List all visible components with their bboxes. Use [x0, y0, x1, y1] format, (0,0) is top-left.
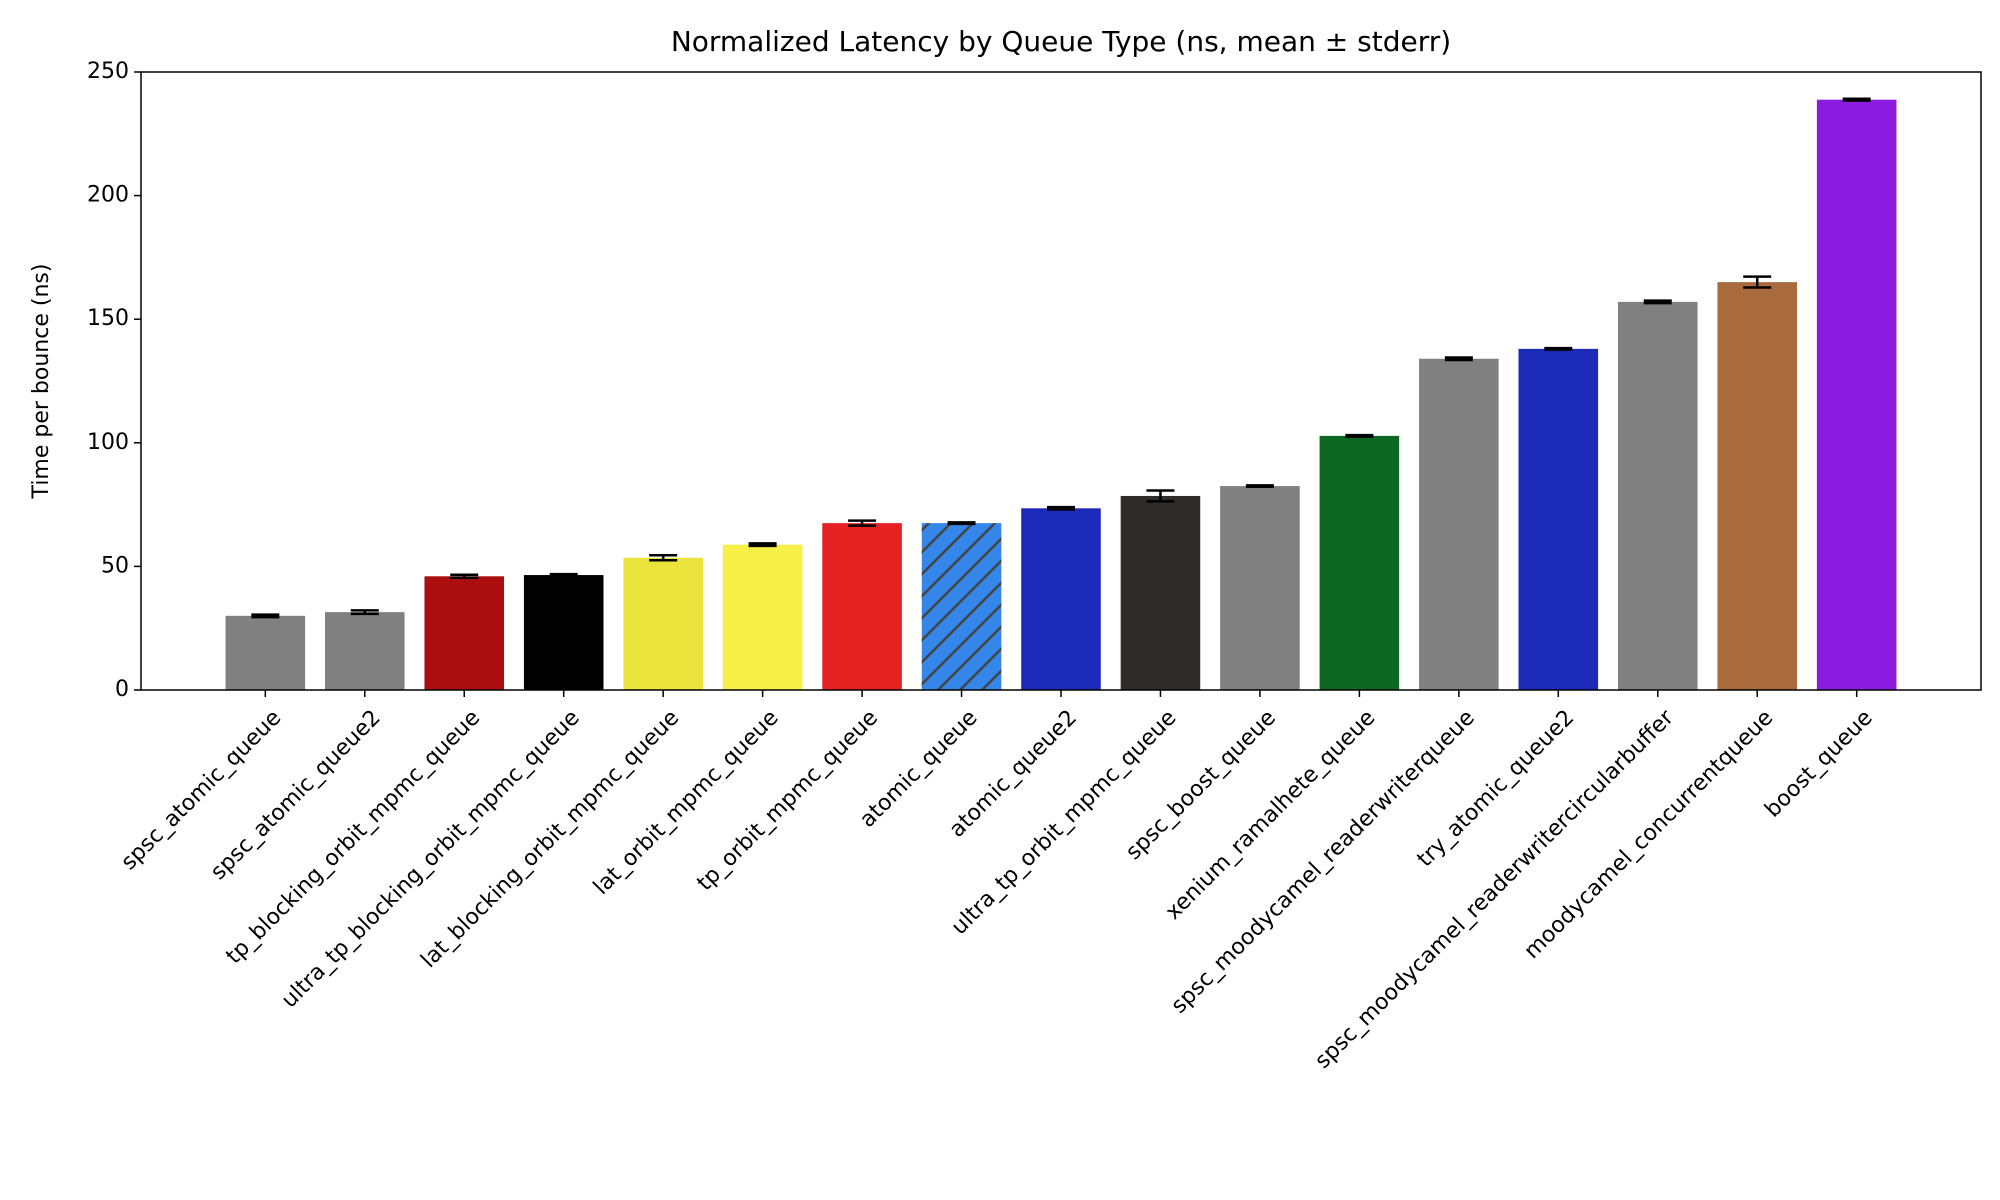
error-bar	[1842, 97, 1871, 102]
bar	[1816, 99, 1897, 690]
bar	[623, 557, 703, 690]
bar	[225, 615, 306, 690]
bar	[1717, 282, 1797, 690]
error-bar	[947, 521, 976, 526]
bar	[424, 576, 505, 690]
bar	[1220, 486, 1300, 690]
bar-hatch	[921, 523, 1002, 690]
plot-frame	[140, 71, 1982, 691]
bar	[1021, 508, 1101, 690]
y-tick-label: 200	[87, 183, 129, 208]
error-bar	[848, 519, 877, 527]
y-tick-label: 50	[101, 553, 129, 578]
y-axis-label: Time per bounce (ns)	[29, 264, 54, 500]
chart-title: Normalized Latency by Queue Type (ns, me…	[671, 25, 1451, 58]
error-bar	[1345, 433, 1374, 438]
error-bar	[1643, 299, 1672, 305]
error-bar	[1245, 484, 1274, 489]
error-bar	[1047, 505, 1075, 511]
error-bar	[1743, 275, 1772, 289]
error-bar	[748, 542, 777, 548]
error-bar	[350, 609, 379, 616]
error-bar	[251, 613, 280, 619]
bar	[1419, 358, 1499, 690]
y-tick-label: 100	[87, 430, 129, 455]
error-bar	[1146, 489, 1175, 503]
bar	[325, 612, 405, 690]
bar	[1319, 435, 1400, 690]
bar	[1617, 301, 1698, 690]
error-bar	[1544, 346, 1573, 351]
bar	[722, 544, 803, 690]
error-bar	[450, 573, 479, 580]
error-bar	[1444, 356, 1473, 362]
error-bar	[549, 572, 578, 578]
bar	[822, 523, 902, 690]
y-tick-label: 250	[87, 59, 129, 84]
bar	[1120, 495, 1201, 690]
y-tick-label: 0	[115, 677, 129, 702]
error-bar	[649, 554, 678, 562]
y-tick-label: 150	[87, 306, 129, 331]
bar	[523, 575, 604, 690]
bar	[1518, 348, 1599, 690]
